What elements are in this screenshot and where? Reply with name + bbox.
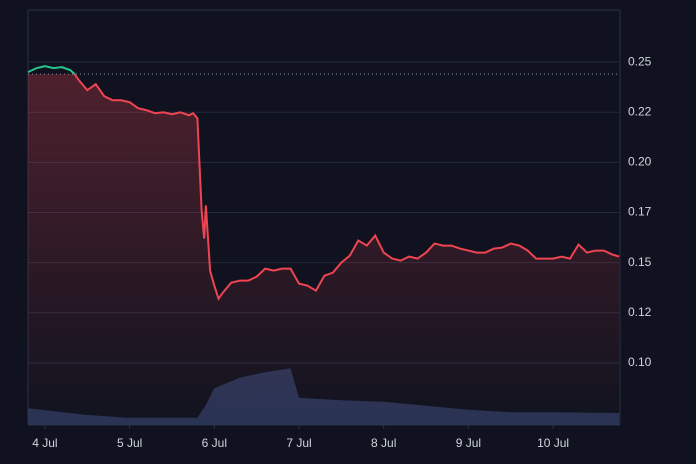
- x-tick-label: 7 Jul: [286, 436, 311, 450]
- x-tick-label: 6 Jul: [202, 436, 227, 450]
- x-tick-label: 8 Jul: [371, 436, 396, 450]
- y-tick-label: 0.10: [628, 355, 652, 369]
- x-tick-label: 9 Jul: [456, 436, 481, 450]
- y-tick-label: 0.17: [628, 205, 652, 219]
- y-tick-label: 0.25: [628, 54, 652, 68]
- x-tick-label: 4 Jul: [32, 436, 57, 450]
- y-tick-label: 0.15: [628, 255, 652, 269]
- y-tick-label: 0.20: [628, 155, 652, 169]
- price-line: [73, 74, 620, 301]
- price-area: [28, 74, 620, 425]
- x-tick-label: 5 Jul: [117, 436, 142, 450]
- y-tick-label: 0.12: [628, 305, 652, 319]
- y-tick-label: 0.22: [628, 104, 652, 118]
- x-tick-label: 10 Jul: [537, 436, 569, 450]
